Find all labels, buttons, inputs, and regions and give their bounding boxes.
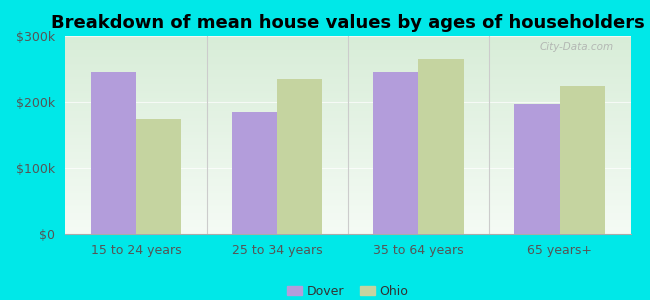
Title: Breakdown of mean house values by ages of householders: Breakdown of mean house values by ages o… bbox=[51, 14, 645, 32]
Bar bbox=[373, 72, 419, 234]
Bar bbox=[514, 104, 560, 234]
Bar bbox=[560, 85, 604, 234]
Legend: Dover, Ohio: Dover, Ohio bbox=[282, 280, 413, 300]
Text: City-Data.com: City-Data.com bbox=[540, 42, 614, 52]
Bar bbox=[91, 72, 136, 234]
Bar bbox=[419, 59, 463, 234]
Bar bbox=[136, 118, 181, 234]
Bar bbox=[232, 112, 277, 234]
Bar bbox=[277, 79, 322, 234]
